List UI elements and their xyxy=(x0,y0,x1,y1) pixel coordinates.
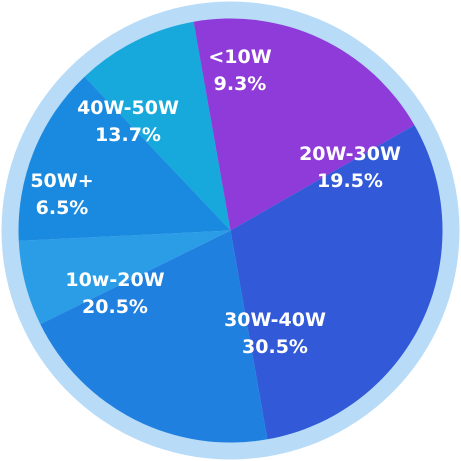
slice-label-5: 40W-50W xyxy=(77,97,179,119)
slice-percent-3: 20.5% xyxy=(82,296,148,318)
slice-percent-4: 6.5% xyxy=(36,197,89,219)
slice-label-4: 50W+ xyxy=(30,170,93,192)
slice-percent-2: 30.5% xyxy=(242,336,308,358)
slice-label-1: 20W-30W xyxy=(299,143,401,165)
pie-slice-5 xyxy=(18,76,231,241)
slice-label-2: 30W-40W xyxy=(224,309,326,331)
pie-slice-3 xyxy=(40,230,268,443)
pie-slices xyxy=(18,18,443,443)
slice-label-0: <10W xyxy=(208,46,271,68)
pie-slice-1 xyxy=(193,18,415,231)
slice-percent-5: 13.7% xyxy=(95,124,161,146)
pie-slice-0 xyxy=(84,21,231,231)
slice-percent-0: 9.3% xyxy=(214,73,267,95)
slice-percent-1: 19.5% xyxy=(317,170,383,192)
pie-slice-4 xyxy=(18,230,231,325)
pie-slice-2 xyxy=(230,125,443,440)
slice-label-3: 10w-20W xyxy=(65,269,164,291)
pie-labels: <10W 9.3% 20W-30W 19.5% 30W-40W 30.5% 10w-20W 2… xyxy=(30,46,401,358)
